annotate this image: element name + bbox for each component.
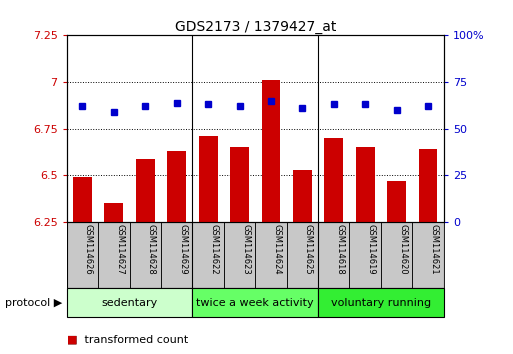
Bar	[356, 147, 374, 222]
Text: twice a week activity: twice a week activity	[196, 298, 314, 308]
Bar	[381, 222, 412, 288]
Bar	[318, 222, 349, 288]
Bar	[105, 203, 123, 222]
Text: GSM114625: GSM114625	[304, 224, 313, 275]
Bar	[262, 80, 280, 222]
Bar	[192, 222, 224, 288]
Bar	[255, 222, 287, 288]
Bar	[73, 177, 92, 222]
Text: GSM114622: GSM114622	[210, 224, 219, 275]
Text: GSM114620: GSM114620	[398, 224, 407, 275]
Title: GDS2173 / 1379427_at: GDS2173 / 1379427_at	[174, 21, 336, 34]
Bar	[324, 138, 343, 222]
Bar	[129, 222, 161, 288]
Text: voluntary running: voluntary running	[331, 298, 431, 308]
Bar	[349, 222, 381, 288]
Bar	[419, 149, 438, 222]
Bar	[287, 222, 318, 288]
Text: GSM114628: GSM114628	[147, 224, 156, 275]
Text: GSM114624: GSM114624	[272, 224, 282, 275]
Text: GSM114619: GSM114619	[367, 224, 376, 275]
Text: GSM114623: GSM114623	[241, 224, 250, 275]
Bar	[387, 181, 406, 222]
Text: ■: ■	[67, 335, 77, 345]
Text: ■  transformed count: ■ transformed count	[67, 335, 188, 345]
Text: protocol ▶: protocol ▶	[5, 298, 63, 308]
Text: GSM114627: GSM114627	[115, 224, 124, 275]
Bar	[199, 136, 218, 222]
Bar	[67, 222, 98, 288]
Text: GSM114626: GSM114626	[84, 224, 93, 275]
Bar	[192, 288, 318, 317]
Bar	[136, 159, 154, 222]
Bar	[224, 222, 255, 288]
Bar	[318, 288, 444, 317]
Bar	[293, 170, 312, 222]
Text: GSM114621: GSM114621	[429, 224, 439, 275]
Bar	[230, 147, 249, 222]
Text: GSM114618: GSM114618	[336, 224, 344, 275]
Text: GSM114629: GSM114629	[178, 224, 187, 275]
Bar	[67, 288, 192, 317]
Text: sedentary: sedentary	[102, 298, 157, 308]
Bar	[98, 222, 129, 288]
Bar	[412, 222, 444, 288]
Bar	[167, 151, 186, 222]
Bar	[161, 222, 192, 288]
